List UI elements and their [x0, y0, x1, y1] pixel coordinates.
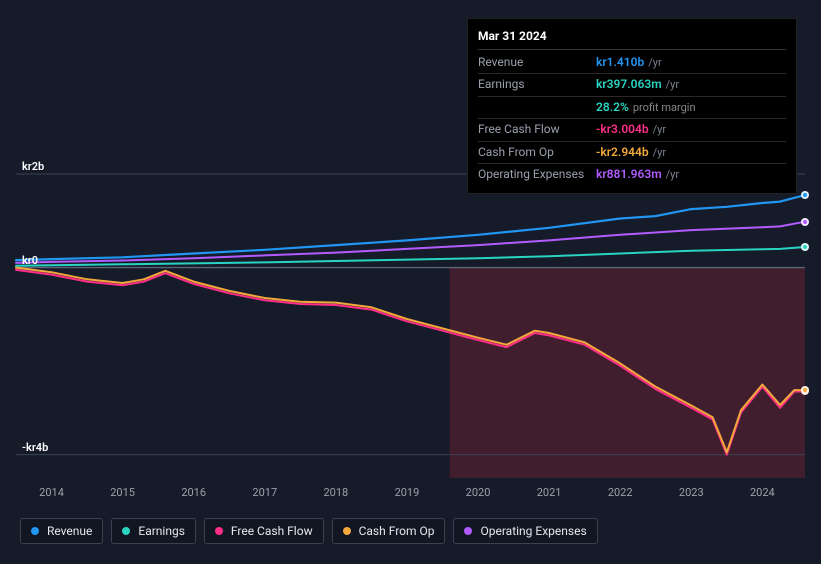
tooltip-row-label: Operating Expenses	[478, 166, 596, 183]
tooltip-row: Cash From Op-kr2.944b/yr	[478, 142, 786, 164]
series-end-dot	[801, 243, 809, 251]
tooltip-row-unit: /yr	[666, 77, 679, 93]
tooltip-row-value: kr881.963m	[596, 166, 662, 183]
series-end-dot	[801, 191, 809, 199]
legend-label: Earnings	[138, 524, 185, 538]
legend-item[interactable]: Free Cash Flow	[204, 518, 324, 544]
x-axis-label: 2020	[466, 486, 491, 499]
tooltip-row: Operating Expenseskr881.963m/yr	[478, 164, 786, 185]
tooltip-row-unit: /yr	[666, 167, 679, 183]
legend-label: Free Cash Flow	[231, 524, 313, 538]
x-axis-label: 2016	[181, 486, 206, 499]
tooltip-row-value: kr397.063m	[596, 76, 662, 93]
tooltip-row-label: Cash From Op	[478, 144, 596, 161]
x-axis-label: 2023	[679, 486, 704, 499]
tooltip-row-unit: /yr	[653, 122, 666, 138]
legend-dot-icon	[215, 527, 223, 535]
tooltip-extra-value: 28.2%	[596, 99, 629, 116]
legend-dot-icon	[31, 527, 39, 535]
series-end-dot	[801, 386, 809, 394]
series-end-dot	[801, 218, 809, 226]
legend-item[interactable]: Cash From Op	[332, 518, 446, 544]
legend-dot-icon	[122, 527, 130, 535]
x-axis-label: 2018	[323, 486, 348, 499]
legend-item[interactable]: Earnings	[111, 518, 196, 544]
legend-item[interactable]: Operating Expenses	[453, 518, 597, 544]
y-axis-label: kr2b	[22, 160, 44, 173]
tooltip-row-label: Revenue	[478, 54, 596, 71]
legend-dot-icon	[343, 527, 351, 535]
tooltip-row-unit: /yr	[653, 145, 666, 161]
y-axis-label: -kr4b	[22, 441, 48, 454]
x-axis-label: 2014	[39, 486, 64, 499]
tooltip-row-value: kr1.410b	[596, 54, 644, 71]
legend-label: Cash From Op	[359, 524, 435, 538]
legend-dot-icon	[464, 527, 472, 535]
x-axis-label: 2015	[110, 486, 135, 499]
x-axis-label: 2021	[537, 486, 562, 499]
tooltip-row: Earningskr397.063m/yr	[478, 74, 786, 96]
tooltip-title: Mar 31 2024	[478, 25, 786, 50]
tooltip-row-label: Free Cash Flow	[478, 121, 596, 138]
legend-label: Operating Expenses	[480, 524, 586, 538]
y-axis-label: kr0	[22, 254, 38, 267]
chart-legend: Revenue Earnings Free Cash Flow Cash From O…	[20, 518, 598, 544]
chart-tooltip: Mar 31 2024 Revenuekr1.410b/yrEarningskr…	[467, 18, 797, 194]
legend-label: Revenue	[47, 524, 92, 538]
x-axis-label: 2022	[608, 486, 633, 499]
x-axis-label: 2017	[252, 486, 277, 499]
x-axis-label: 2024	[750, 486, 775, 499]
tooltip-extra-text: profit margin	[633, 100, 696, 116]
tooltip-row-label: Earnings	[478, 76, 596, 93]
tooltip-row: 28.2%profit margin	[478, 97, 786, 119]
tooltip-row-value: -kr3.004b	[596, 121, 649, 138]
x-axis-label: 2019	[395, 486, 420, 499]
tooltip-row: Free Cash Flow-kr3.004b/yr	[478, 119, 786, 141]
legend-item[interactable]: Revenue	[20, 518, 103, 544]
tooltip-row-value: -kr2.944b	[596, 144, 649, 161]
tooltip-row: Revenuekr1.410b/yr	[478, 52, 786, 74]
tooltip-row-unit: /yr	[648, 55, 661, 71]
